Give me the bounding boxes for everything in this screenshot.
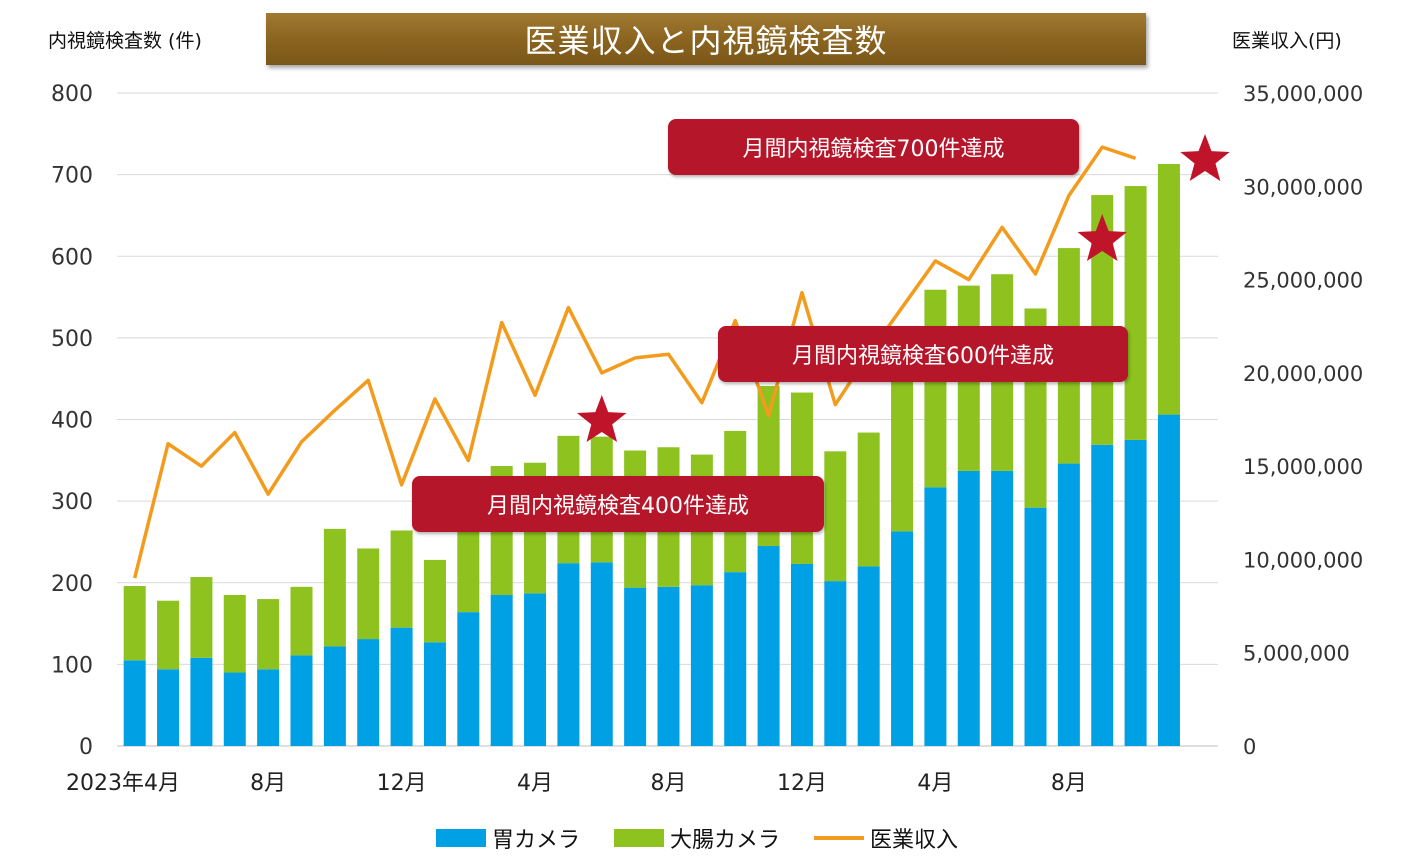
bar-colon bbox=[457, 517, 480, 613]
callout-400: 月間内視鏡検査400件達成 bbox=[412, 476, 824, 532]
bar-stomach bbox=[857, 566, 880, 746]
y-left-tick-label: 200 bbox=[51, 572, 93, 597]
bar-stomach bbox=[490, 594, 513, 746]
bar-colon bbox=[357, 548, 380, 640]
legend-swatch-revenue bbox=[814, 836, 865, 840]
bar-colon bbox=[257, 599, 280, 670]
bar-colon bbox=[390, 530, 413, 628]
bar-colon bbox=[190, 577, 213, 658]
bar-colon bbox=[924, 289, 947, 488]
bar-colon bbox=[1091, 195, 1114, 445]
y-left-tick-label: 300 bbox=[51, 490, 93, 515]
bar-colon bbox=[290, 586, 313, 656]
bar-stomach bbox=[724, 572, 747, 746]
bar-stomach bbox=[1157, 414, 1180, 746]
y-left-tick-label: 500 bbox=[51, 327, 93, 352]
chart-title-banner: 医業収入と内視鏡検査数 bbox=[266, 13, 1146, 65]
bar-stomach bbox=[1124, 439, 1147, 746]
right-axis-title: 医業収入(円) bbox=[1232, 30, 1342, 52]
bar-stomach bbox=[824, 581, 847, 746]
bar-stomach bbox=[257, 669, 280, 746]
legend-item-stomach: 胃カメラ bbox=[436, 822, 580, 854]
legend-item-colon: 大腸カメラ bbox=[614, 822, 780, 854]
bar-stomach bbox=[457, 612, 480, 746]
bar-stomach bbox=[624, 587, 647, 746]
bar-stomach bbox=[524, 593, 547, 746]
bar-colon bbox=[223, 594, 246, 673]
legend-item-revenue: 医業収入 bbox=[814, 822, 958, 854]
star-icon bbox=[1180, 134, 1230, 181]
bar-stomach bbox=[290, 655, 313, 746]
bar-stomach bbox=[1091, 444, 1114, 746]
y-left-tick-label: 100 bbox=[51, 653, 93, 678]
bar-stomach bbox=[690, 585, 713, 746]
y-left-tick-label: 700 bbox=[51, 164, 93, 189]
bar-stomach bbox=[390, 627, 413, 746]
x-tick-label: 4月 bbox=[917, 771, 953, 796]
y-left-tick-label: 400 bbox=[51, 409, 93, 434]
bar-stomach bbox=[1057, 463, 1080, 746]
legend-swatch-colon bbox=[614, 829, 665, 847]
bar-colon bbox=[323, 528, 346, 647]
y-right-tick-label: 25,000,000 bbox=[1243, 269, 1363, 293]
x-tick-label: 2023年4月 bbox=[66, 771, 180, 796]
bar-colon bbox=[157, 600, 180, 670]
bar-stomach bbox=[957, 470, 980, 746]
legend: 胃カメラ 大腸カメラ 医業収入 bbox=[436, 822, 992, 854]
y-left-tick-label: 600 bbox=[51, 245, 93, 270]
bar-stomach bbox=[590, 562, 613, 746]
bar-colon bbox=[123, 586, 146, 661]
legend-swatch-stomach bbox=[436, 829, 486, 847]
legend-label-stomach: 胃カメラ bbox=[492, 828, 581, 853]
bar-colon bbox=[1124, 186, 1147, 440]
star-icon bbox=[577, 395, 627, 442]
bar-colon bbox=[824, 451, 847, 582]
bar-stomach bbox=[757, 546, 780, 746]
bar-colon bbox=[1157, 164, 1180, 415]
x-tick-label: 8月 bbox=[651, 771, 687, 796]
x-tick-label: 8月 bbox=[1051, 771, 1087, 796]
y-right-tick-label: 35,000,000 bbox=[1243, 82, 1363, 106]
y-left-tick-label: 800 bbox=[51, 82, 93, 107]
bar-stomach bbox=[123, 660, 146, 746]
bar-stomach bbox=[357, 639, 380, 746]
bar-stomach bbox=[991, 470, 1014, 746]
bar-stomach bbox=[657, 586, 680, 746]
x-tick-label: 12月 bbox=[777, 771, 827, 796]
bar-colon bbox=[423, 559, 446, 643]
callout-700: 月間内視鏡検査700件達成 bbox=[668, 119, 1079, 175]
y-right-tick-label: 20,000,000 bbox=[1243, 362, 1363, 386]
left-axis-title: 内視鏡検査数 (件) bbox=[48, 30, 202, 52]
bar-stomach bbox=[223, 672, 246, 746]
bar-colon bbox=[891, 378, 914, 532]
y-right-tick-label: 5,000,000 bbox=[1243, 642, 1350, 666]
bar-stomach bbox=[323, 646, 346, 746]
y-right-tick-label: 0 bbox=[1243, 735, 1256, 759]
y-right-tick-label: 10,000,000 bbox=[1243, 548, 1363, 572]
x-tick-label: 12月 bbox=[377, 771, 427, 796]
bar-stomach bbox=[423, 642, 446, 746]
bar-stomach bbox=[1024, 507, 1047, 746]
bar-stomach bbox=[157, 669, 180, 746]
y-right-tick-label: 30,000,000 bbox=[1243, 175, 1363, 199]
y-left-tick-label: 0 bbox=[79, 735, 93, 760]
x-tick-label: 8月 bbox=[250, 771, 286, 796]
star-icon bbox=[1077, 214, 1127, 261]
bar-stomach bbox=[924, 487, 947, 746]
bar-colon bbox=[857, 432, 880, 567]
legend-label-revenue: 医業収入 bbox=[870, 828, 959, 853]
callout-600: 月間内視鏡検査600件達成 bbox=[718, 326, 1128, 382]
y-right-tick-label: 15,000,000 bbox=[1243, 455, 1363, 479]
bar-stomach bbox=[557, 563, 580, 746]
bar-stomach bbox=[790, 563, 813, 746]
chart-title: 医業収入と内視鏡検査数 bbox=[524, 22, 888, 60]
bar-stomach bbox=[190, 657, 213, 746]
bar-stomach bbox=[891, 531, 914, 746]
x-tick-label: 4月 bbox=[517, 771, 553, 796]
legend-label-colon: 大腸カメラ bbox=[670, 828, 781, 853]
